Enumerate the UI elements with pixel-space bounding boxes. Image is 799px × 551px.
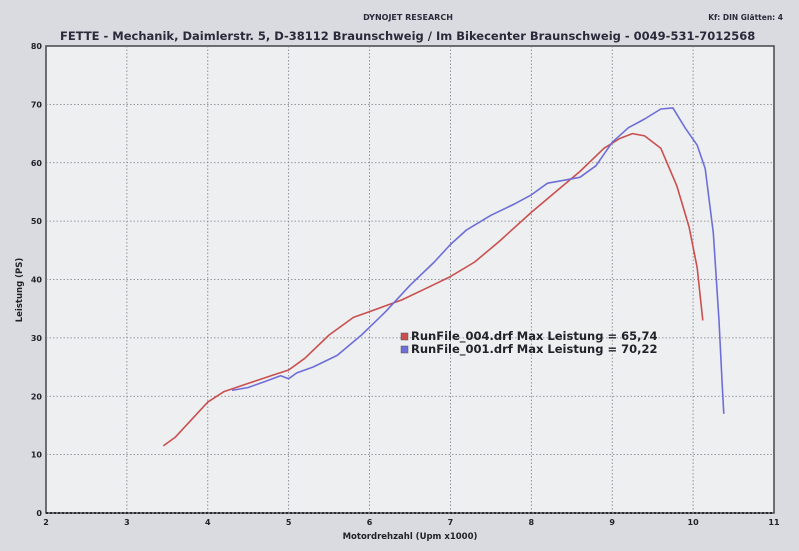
x-axis-title: Motordrehzahl (Upm x1000) (343, 532, 478, 542)
y-axis-title: Leistung (PS) (15, 258, 25, 323)
x-tick-label: 6 (367, 518, 373, 527)
x-tick-label: 4 (205, 518, 211, 527)
y-tick-label: 10 (31, 451, 43, 460)
series-lines (162, 107, 725, 447)
y-tick-label: 70 (31, 100, 43, 109)
series-line-runfile-001 (231, 107, 725, 414)
legend-swatch-runfile-004 (400, 332, 409, 341)
settings-label: Kf: DIN Glätten: 4 (708, 13, 783, 22)
y-tick-labels: 0 10 20 30 40 50 60 70 80 (31, 42, 43, 518)
legend-swatch-runfile-001 (400, 345, 409, 354)
x-tick-label: 10 (688, 518, 700, 527)
x-tick-label: 11 (768, 518, 780, 527)
x-tick-label: 5 (286, 518, 292, 527)
grid-lines (46, 46, 774, 513)
y-tick-label: 50 (31, 217, 43, 226)
chart-title: FETTE - Mechanik, Daimlerstr. 5, D-38112… (60, 29, 755, 43)
x-tick-label: 3 (124, 518, 130, 527)
x-tick-label: 7 (448, 518, 454, 527)
y-tick-label: 60 (31, 159, 43, 168)
y-tick-label: 20 (31, 392, 43, 401)
legend: RunFile_004.drf Max Leistung = 65,74 Run… (400, 329, 657, 357)
x-tick-labels: 2 3 4 5 6 7 8 9 10 11 (43, 518, 780, 527)
legend-label-runfile-004: RunFile_004.drf Max Leistung = 65,74 (411, 329, 657, 344)
series-line-runfile-004 (162, 132, 704, 447)
x-tick-label: 8 (529, 518, 535, 527)
y-tick-label: 0 (36, 509, 42, 518)
y-tick-label: 80 (31, 42, 43, 51)
legend-label-runfile-001: RunFile_001.drf Max Leistung = 70,22 (411, 342, 657, 357)
y-tick-label: 30 (31, 334, 43, 343)
y-tick-label: 40 (31, 276, 43, 285)
x-tick-label: 9 (609, 518, 615, 527)
brand-label: DYNOJET RESEARCH (363, 13, 453, 22)
x-tick-label: 2 (43, 518, 49, 527)
